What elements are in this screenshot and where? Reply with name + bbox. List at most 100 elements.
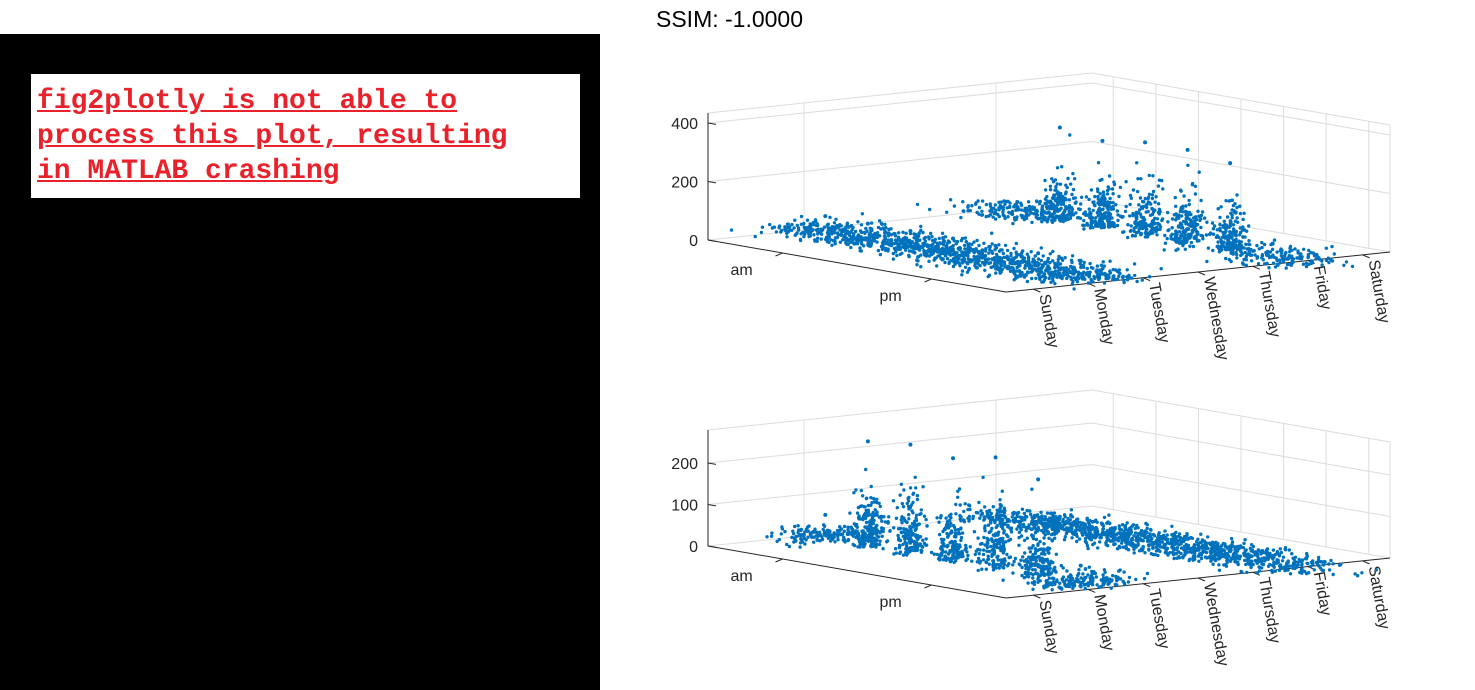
data-point (1149, 231, 1154, 235)
data-point (1085, 544, 1090, 548)
data-point (1111, 274, 1115, 279)
data-point (1235, 216, 1239, 220)
data-point (1033, 515, 1037, 520)
data-point (1327, 260, 1331, 265)
data-point (1195, 222, 1200, 227)
data-point (1003, 515, 1007, 519)
data-point (983, 526, 987, 530)
data-point (1079, 202, 1083, 206)
data-point (982, 535, 986, 540)
data-point (950, 544, 955, 549)
data-point (1009, 254, 1013, 258)
data-point (1173, 535, 1177, 539)
data-point (972, 240, 976, 244)
data-point (882, 238, 887, 242)
data-point (851, 237, 856, 241)
data-point (770, 226, 775, 230)
data-point (1043, 211, 1047, 215)
data-point (1048, 252, 1052, 256)
data-point (1241, 262, 1246, 266)
data-point (865, 229, 869, 233)
data-point (1070, 536, 1074, 540)
data-point (1112, 180, 1116, 184)
data-point (1086, 584, 1090, 588)
data-point (792, 536, 797, 540)
data-point (1121, 545, 1125, 549)
data-point (1083, 567, 1088, 571)
data-point (1283, 568, 1287, 573)
data-point (1189, 212, 1193, 217)
data-point (921, 485, 925, 489)
data-point (1046, 256, 1050, 261)
data-point (1050, 522, 1054, 526)
data-point (997, 249, 1002, 253)
data-point (1277, 258, 1282, 262)
data-point (780, 527, 785, 531)
data-point (899, 482, 903, 486)
data-point (903, 248, 908, 252)
data-point (864, 467, 868, 472)
data-point (1239, 250, 1243, 254)
data-point (1112, 533, 1116, 537)
data-point (1007, 562, 1011, 566)
data-point (1095, 187, 1100, 191)
data-point (1087, 207, 1091, 211)
data-point (904, 544, 909, 548)
data-point (949, 258, 953, 263)
data-point (1133, 225, 1138, 230)
data-point (1061, 517, 1065, 522)
data-point (1249, 565, 1253, 570)
data-point (939, 248, 943, 252)
data-point (1147, 173, 1151, 178)
data-point (1103, 271, 1107, 276)
data-point (1077, 571, 1081, 576)
data-point (919, 253, 923, 257)
data-point (1222, 219, 1226, 223)
data-point (1272, 238, 1277, 242)
data-point (1066, 212, 1071, 217)
data-point (1226, 239, 1230, 244)
data-point (1270, 570, 1275, 574)
cluster-wednesday-pm (1120, 140, 1170, 240)
data-point (1246, 247, 1251, 251)
data-point (1291, 260, 1295, 264)
data-point (1008, 201, 1012, 205)
data-point (978, 559, 982, 563)
data-point (1019, 274, 1023, 278)
data-point (1209, 551, 1213, 556)
data-point (1059, 196, 1063, 200)
data-point (1151, 218, 1156, 223)
data-point (1000, 248, 1004, 252)
data-point (846, 528, 850, 532)
data-point (910, 521, 915, 526)
data-point (893, 232, 897, 236)
data-point (1160, 540, 1164, 544)
data-point (1306, 253, 1311, 257)
data-point (777, 537, 781, 542)
data-point (1165, 551, 1169, 555)
data-point (1094, 216, 1098, 220)
error-box: fig2plotly is not able to process this p… (31, 74, 580, 198)
z-tick-label: 0 (689, 539, 698, 556)
data-point (822, 523, 826, 527)
data-point (1077, 568, 1081, 572)
data-point (844, 231, 849, 235)
data-point (1158, 227, 1162, 231)
data-point (1151, 552, 1155, 557)
data-point (1181, 204, 1185, 208)
data-point (921, 538, 925, 542)
data-point (851, 234, 856, 238)
data-point (886, 247, 890, 251)
data-point (1072, 584, 1077, 588)
data-point (1034, 548, 1038, 552)
data-point (1115, 583, 1119, 587)
data-point (1032, 521, 1036, 525)
data-point (879, 516, 883, 520)
data-point (1006, 518, 1010, 523)
data-point (1237, 555, 1241, 559)
data-point (1025, 574, 1029, 579)
data-point (857, 517, 861, 521)
data-point (1050, 215, 1055, 219)
data-point (1126, 535, 1131, 539)
data-point (1062, 538, 1067, 542)
